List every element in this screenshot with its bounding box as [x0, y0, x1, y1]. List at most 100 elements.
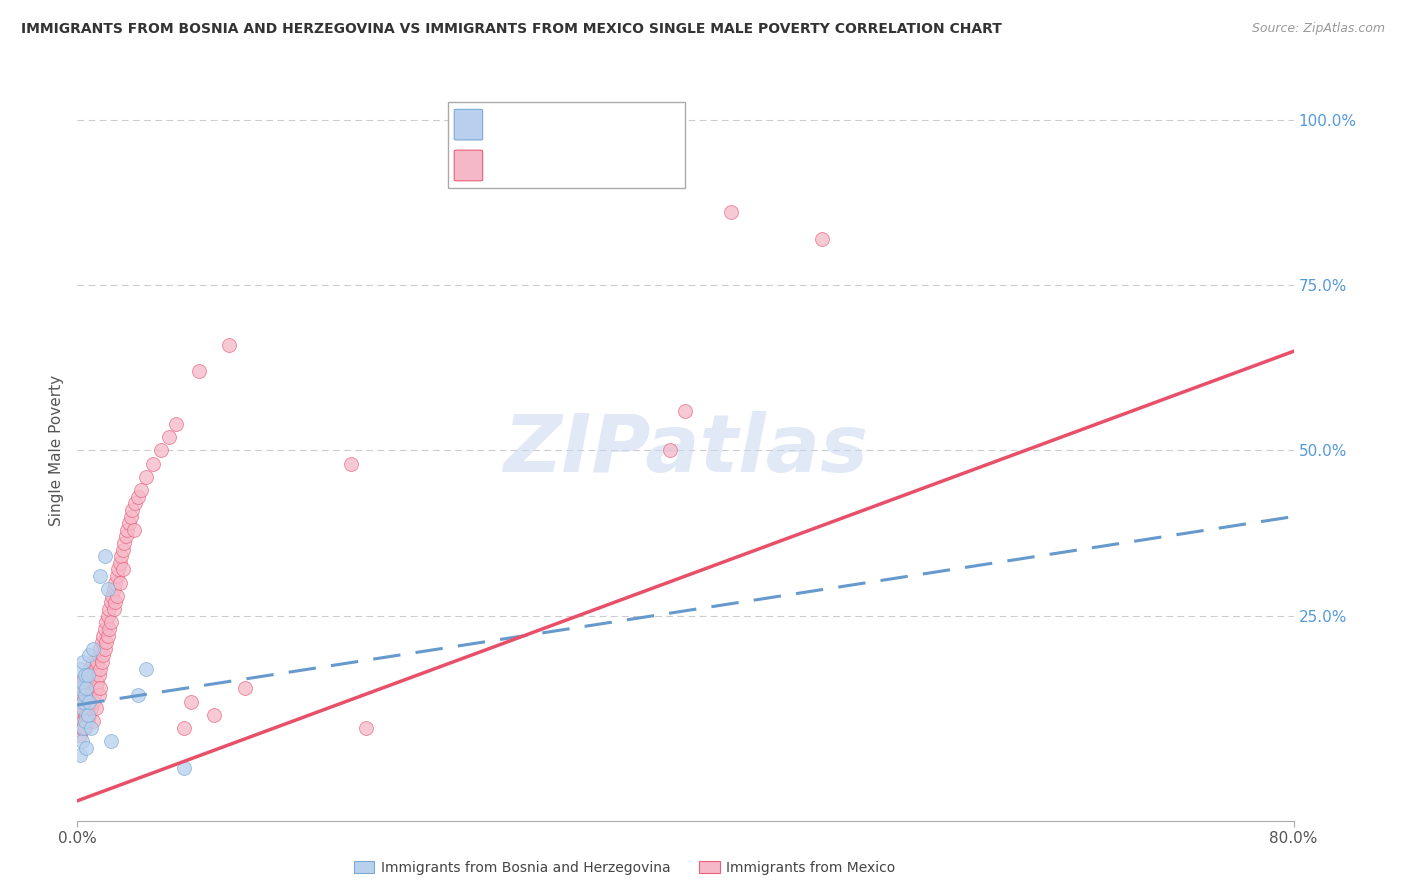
Point [93, 549, 115, 564]
Point [82, 695, 104, 709]
Point [82, 674, 104, 689]
Point [70, 681, 93, 696]
Point [659, 443, 682, 458]
Point [80, 681, 103, 696]
Point [69, 728, 91, 742]
Point [69, 662, 91, 676]
Point [75, 681, 97, 696]
Point [75, 707, 97, 722]
Y-axis label: Single Male Poverty: Single Male Poverty [49, 375, 65, 526]
Point [70, 674, 93, 689]
Point [86, 655, 108, 669]
Point [73, 714, 96, 729]
Point [121, 503, 143, 517]
Point [98, 602, 121, 616]
Point [80, 721, 103, 735]
Point [89, 662, 111, 676]
Point [79, 674, 101, 689]
Point [89, 681, 111, 696]
Point [188, 364, 211, 378]
Point [124, 496, 146, 510]
Point [97, 608, 120, 623]
Point [72, 688, 94, 702]
Point [87, 688, 110, 702]
Text: Source: ZipAtlas.com: Source: ZipAtlas.com [1251, 22, 1385, 36]
Point [111, 562, 134, 576]
Point [108, 556, 131, 570]
Point [72, 655, 94, 669]
Point [115, 529, 138, 543]
Point [202, 707, 225, 722]
Point [69, 747, 91, 762]
Point [67, 721, 90, 735]
Point [69, 695, 91, 709]
Point [79, 707, 101, 722]
Point [77, 681, 100, 696]
Point [79, 648, 101, 663]
Point [135, 470, 157, 484]
Point [83, 668, 105, 682]
Point [117, 523, 139, 537]
Point [675, 404, 697, 418]
Point [73, 688, 96, 702]
Point [70, 734, 93, 748]
Point [69, 674, 91, 689]
Point [98, 622, 121, 636]
Point [118, 516, 141, 531]
Point [77, 668, 100, 682]
Point [97, 629, 120, 643]
Point [73, 668, 96, 682]
Point [79, 695, 101, 709]
Point [149, 443, 172, 458]
Point [77, 714, 100, 729]
Point [107, 562, 129, 576]
Point [114, 536, 136, 550]
Point [811, 232, 834, 246]
Point [142, 457, 165, 471]
Point [72, 714, 94, 729]
Point [77, 668, 100, 682]
Point [82, 641, 104, 656]
Point [108, 575, 131, 590]
Point [70, 695, 93, 709]
Point [101, 589, 124, 603]
Point [91, 629, 114, 643]
Point [87, 648, 110, 663]
Point [105, 589, 128, 603]
Point [83, 688, 105, 702]
Point [73, 681, 96, 696]
Point [82, 714, 104, 729]
Point [120, 509, 142, 524]
Point [80, 701, 103, 715]
Point [93, 622, 115, 636]
Point [96, 615, 118, 630]
Point [180, 695, 202, 709]
Point [72, 721, 94, 735]
Point [340, 457, 363, 471]
Point [67, 681, 90, 696]
Point [75, 740, 97, 755]
Point [93, 641, 115, 656]
Point [84, 701, 107, 715]
Point [79, 662, 101, 676]
Point [354, 721, 377, 735]
Point [79, 695, 101, 709]
Point [84, 681, 107, 696]
Point [75, 674, 97, 689]
Point [122, 523, 145, 537]
Point [84, 662, 107, 676]
Point [73, 668, 96, 682]
Point [96, 635, 118, 649]
Point [100, 595, 122, 609]
Point [86, 674, 108, 689]
Text: IMMIGRANTS FROM BOSNIA AND HERZEGOVINA VS IMMIGRANTS FROM MEXICO SINGLE MALE POV: IMMIGRANTS FROM BOSNIA AND HERZEGOVINA V… [21, 22, 1002, 37]
Point [135, 662, 157, 676]
Point [82, 655, 104, 669]
Text: ZIPatlas: ZIPatlas [503, 411, 868, 490]
Point [91, 648, 114, 663]
Point [72, 695, 94, 709]
Point [129, 483, 152, 497]
Point [218, 337, 240, 351]
Point [77, 707, 100, 722]
Point [105, 569, 128, 583]
